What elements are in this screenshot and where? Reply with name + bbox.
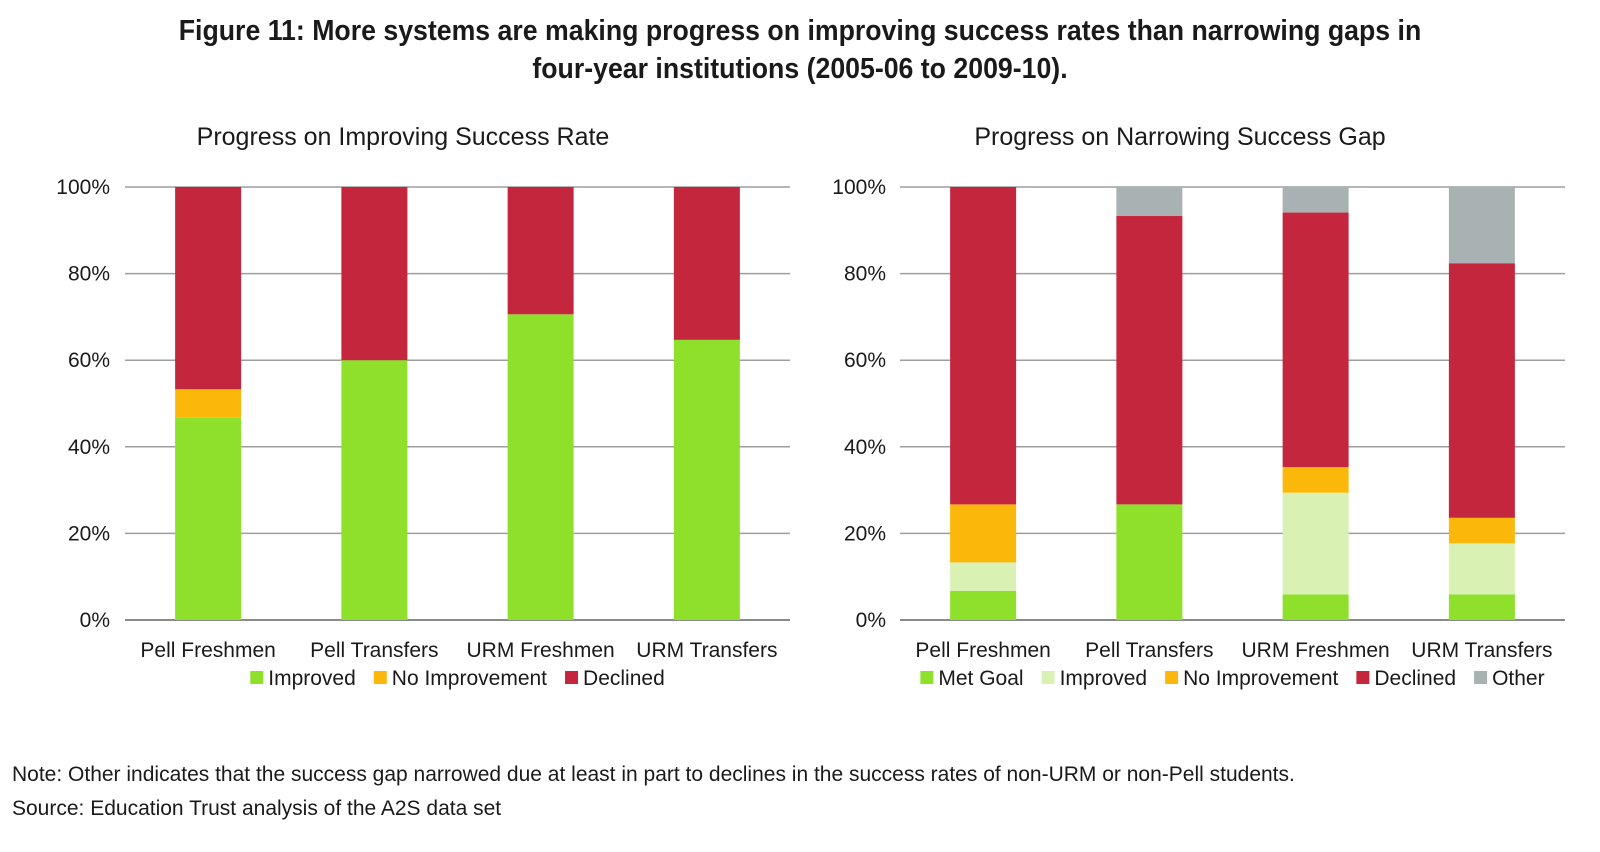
note-text: Note: Other indicates that the success g… [12, 763, 1295, 786]
gap-bar-segment-met-goal [1282, 594, 1349, 620]
rate-x-category-label: URM Freshmen [467, 639, 615, 662]
gap-y-tick-label: 20% [844, 522, 886, 545]
gap-bar-segment-declined [1116, 216, 1183, 505]
rate-y-tick-label: 60% [68, 349, 110, 372]
figure-title: Figure 11: More systems are making progr… [64, 12, 1536, 88]
rate-y-tick-label: 20% [68, 522, 110, 545]
rate-y-tick-label: 0% [80, 609, 110, 632]
gap-bar-segment-other [1116, 187, 1183, 217]
gap-legend-label: Other [1492, 667, 1545, 690]
gap-bar-segment-no-improvement [950, 504, 1017, 563]
rate-legend-swatch [565, 671, 579, 684]
rate-bar-segment-improved [341, 360, 408, 620]
gap-bar-segment-met-goal [1116, 504, 1183, 620]
gap-bar-segment-declined [950, 187, 1017, 505]
gap-y-tick-label: 40% [844, 436, 886, 459]
gap-bar-segment-no-improvement [1282, 467, 1349, 493]
gap-bar-segment-declined [1448, 263, 1515, 518]
rate-legend-swatch [250, 671, 264, 684]
rate-bar-segment-declined [341, 187, 408, 361]
rate-bar-segment-declined [673, 187, 740, 340]
rate-bar-segment-improved [673, 339, 740, 620]
rate-bar-segment-improved [507, 314, 574, 620]
source-text: Source: Education Trust analysis of the … [12, 797, 502, 820]
gap-x-category-label: Pell Transfers [1085, 639, 1213, 662]
gap-y-tick-label: 60% [844, 349, 886, 372]
gap-legend-swatch [920, 671, 934, 684]
rate-legend-label: No Improvement [392, 667, 547, 690]
rate-y-tick-label: 40% [68, 436, 110, 459]
rate-x-category-label: URM Transfers [636, 639, 777, 662]
gap-bar-segment-improved [1448, 543, 1515, 595]
rate-bar-segment-improved [175, 417, 242, 620]
rate-y-tick-label: 100% [56, 176, 110, 199]
rate-legend-swatch [373, 671, 387, 684]
gap-chart-title: Progress on Narrowing Success Gap [974, 123, 1385, 151]
gap-legend-label: Met Goal [938, 667, 1023, 690]
rate-bar-segment-no-improvement [175, 389, 242, 418]
gap-bar-segment-improved [950, 562, 1017, 591]
gap-bar-segment-met-goal [1448, 594, 1515, 620]
gap-bar-segment-met-goal [950, 590, 1017, 620]
gap-y-tick-label: 100% [832, 176, 886, 199]
gap-legend-label: Improved [1060, 667, 1148, 690]
figure-title-line-1: Figure 11: More systems are making progr… [178, 15, 1422, 47]
gap-bar-segment-other [1282, 187, 1349, 213]
rate-y-tick-label: 80% [68, 263, 110, 286]
rate-legend-label: Declined [583, 667, 665, 690]
gap-x-category-label: Pell Freshmen [915, 639, 1050, 662]
rate-chart-title: Progress on Improving Success Rate [197, 123, 610, 151]
gap-bar-segment-no-improvement [1448, 517, 1515, 544]
rate-bar-segment-declined [507, 187, 574, 315]
figure-title-line-2: four-year institutions (2005-06 to 2009-… [532, 53, 1068, 85]
rate-bar-segment-declined [175, 187, 242, 390]
charts-canvas: Progress on Improving Success Rate 0% 20% 4… [56, 123, 1565, 690]
gap-bar-segment-improved [1282, 492, 1349, 595]
rate-legend-label: Improved [268, 667, 356, 690]
gap-y-tick-label: 0% [856, 609, 886, 632]
gap-legend-swatch [1474, 671, 1488, 684]
gap-legend-label: No Improvement [1183, 667, 1338, 690]
gap-bar-segment-declined [1282, 212, 1349, 468]
gap-legend-swatch [1165, 671, 1179, 684]
gap-x-category-label: URM Freshmen [1242, 639, 1390, 662]
gap-legend-swatch [1041, 671, 1055, 684]
gap-legend-label: Declined [1374, 667, 1456, 690]
gap-bar-segment-other [1448, 187, 1515, 264]
gap-x-category-label: URM Transfers [1411, 639, 1552, 662]
gap-legend-swatch [1356, 671, 1370, 684]
rate-x-category-label: Pell Freshmen [140, 639, 275, 662]
figure-notes: Note: Other indicates that the success g… [12, 758, 1592, 826]
gap-y-tick-label: 80% [844, 263, 886, 286]
rate-x-category-label: Pell Transfers [310, 639, 438, 662]
